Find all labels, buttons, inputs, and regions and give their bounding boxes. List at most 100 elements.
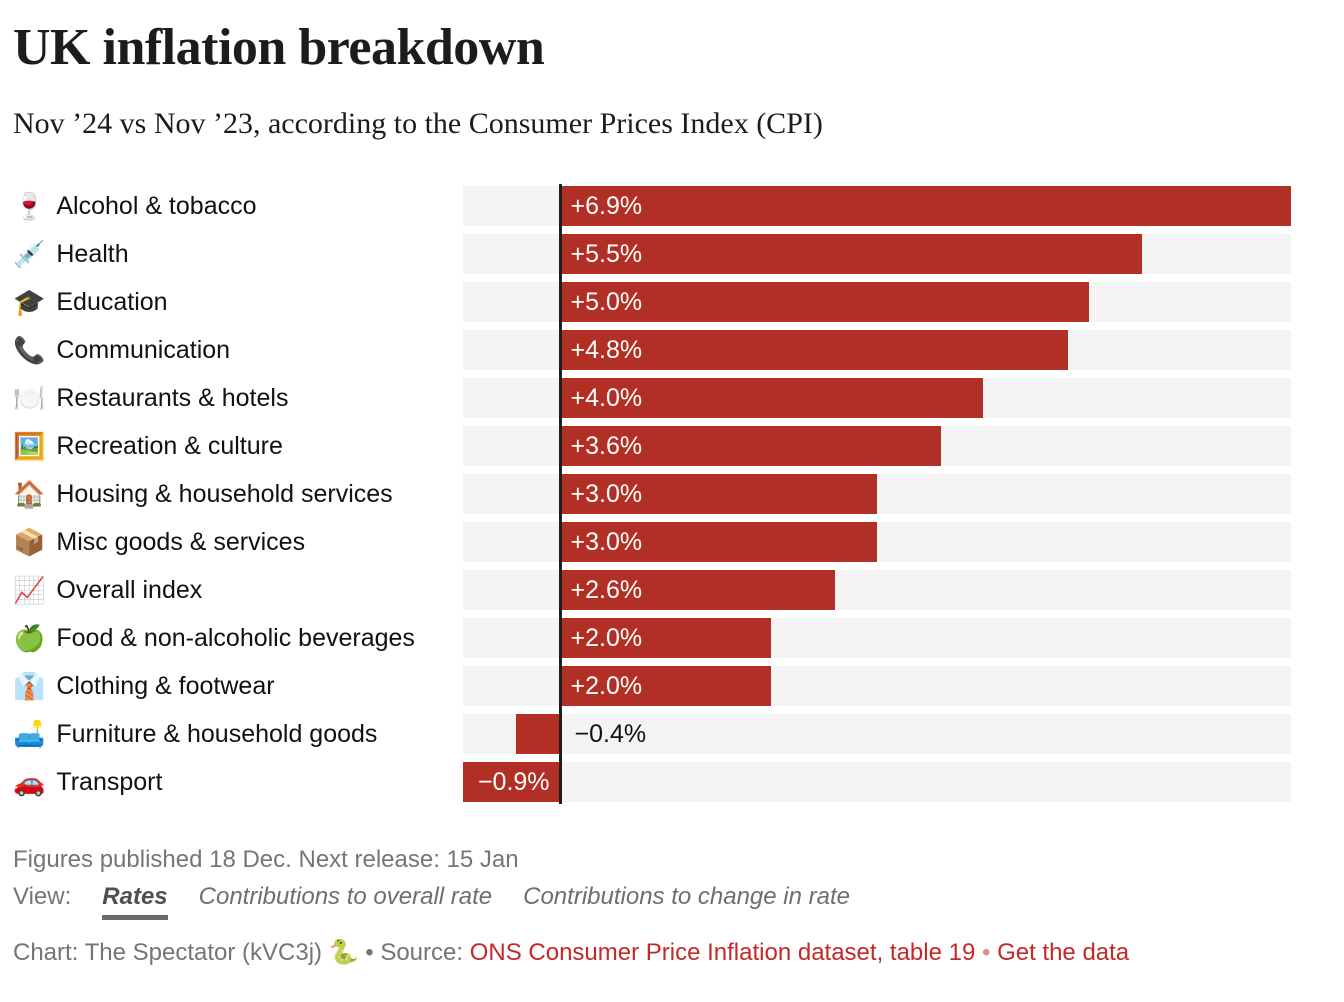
view-tab-rates[interactable]: Rates <box>102 883 168 921</box>
category-label: 🚗 Transport <box>13 767 463 798</box>
source-label: Source: <box>380 939 464 967</box>
snake-icon: 🐍 <box>328 939 359 967</box>
category-name: Alcohol & tobacco <box>56 191 257 220</box>
bar: +2.6% <box>558 570 835 611</box>
bar: +6.9% <box>558 186 1291 227</box>
category-icon: 🍏 <box>13 622 46 653</box>
category-name: Recreation & culture <box>56 431 283 460</box>
bar-track: +4.0% <box>463 378 1291 419</box>
category-row: 🛋️ Furniture & household goods −0.4% <box>13 714 1291 755</box>
category-icon: 📞 <box>13 334 46 365</box>
category-row: 🚗 Transport −0.9% <box>13 762 1291 803</box>
view-switcher: View: Rates Contributions to overall rat… <box>13 883 1291 921</box>
bar-chart-rows: 🍷 Alcohol & tobacco +6.9% 💉 Health +5.5% <box>13 186 1291 803</box>
category-name: Housing & household services <box>56 479 393 508</box>
bar: +2.0% <box>558 666 771 707</box>
view-tab-contributions-overall[interactable]: Contributions to overall rate <box>198 883 493 911</box>
category-icon: 🍽️ <box>13 382 46 413</box>
category-row: 💉 Health +5.5% <box>13 234 1291 275</box>
category-icon: 📈 <box>13 574 46 605</box>
bar: +3.6% <box>558 426 941 467</box>
category-label: 🏠 Housing & household services <box>13 479 463 510</box>
bar-value-label: −0.9% <box>477 767 550 796</box>
bar-value-label: +5.5% <box>570 239 643 268</box>
category-icon: 🍷 <box>13 190 46 221</box>
credit-line: Chart: The Spectator (kVC3j) 🐍 • Source:… <box>13 938 1291 967</box>
bar-track: +3.0% <box>463 474 1291 515</box>
category-label: 🎓 Education <box>13 287 463 318</box>
category-label: 🛋️ Furniture & household goods <box>13 719 463 750</box>
zero-axis-line <box>558 184 562 805</box>
bar-value-label: +2.0% <box>570 671 643 700</box>
bar: +3.0% <box>558 474 877 515</box>
category-name: Education <box>56 287 168 316</box>
category-row: 🖼️ Recreation & culture +3.6% <box>13 426 1291 467</box>
bar-value-label: +2.0% <box>570 623 643 652</box>
bar-chart: 🍷 Alcohol & tobacco +6.9% 💉 Health +5.5% <box>13 184 1291 805</box>
bar-track: −0.9% <box>463 762 1291 803</box>
separator-dot-2: • <box>981 939 991 967</box>
category-label: 📦 Misc goods & services <box>13 527 463 558</box>
bar <box>516 714 559 755</box>
category-label: 🍽️ Restaurants & hotels <box>13 383 463 414</box>
category-icon: 🛋️ <box>13 718 46 749</box>
bar: +4.0% <box>558 378 984 419</box>
category-row: 🍷 Alcohol & tobacco +6.9% <box>13 186 1291 227</box>
category-row: 📞 Communication +4.8% <box>13 330 1291 371</box>
bar: +4.8% <box>558 330 1069 371</box>
separator-dot: • <box>365 939 374 967</box>
category-label: 🍷 Alcohol & tobacco <box>13 191 463 222</box>
category-row: 📦 Misc goods & services +3.0% <box>13 522 1291 563</box>
bar-track: +4.8% <box>463 330 1291 371</box>
bar-value-label: +4.0% <box>570 383 643 412</box>
category-row: 👔 Clothing & footwear +2.0% <box>13 666 1291 707</box>
bar-value-label: +2.6% <box>570 575 643 604</box>
category-row: 🏠 Housing & household services +3.0% <box>13 474 1291 515</box>
bar-value-label: +5.0% <box>570 287 643 316</box>
category-name: Transport <box>56 767 163 796</box>
category-name: Food & non-alcoholic beverages <box>56 623 415 652</box>
category-icon: 🖼️ <box>13 430 46 461</box>
bar: +2.0% <box>558 618 771 659</box>
category-icon: 👔 <box>13 670 46 701</box>
bar-value-label: +3.0% <box>570 479 643 508</box>
chart-credit: Chart: The Spectator (kVC3j) <box>13 939 323 967</box>
page-title: UK inflation breakdown <box>13 19 545 76</box>
category-name: Furniture & household goods <box>56 719 378 748</box>
bar-value-label: +3.0% <box>570 527 643 556</box>
bar-value-label: −0.4% <box>574 720 647 749</box>
category-label: 📈 Overall index <box>13 575 463 606</box>
category-name: Clothing & footwear <box>56 671 275 700</box>
bar-value-label: +4.8% <box>570 335 643 364</box>
bar-value-label: +3.6% <box>570 431 643 460</box>
bar-track: +2.6% <box>463 570 1291 611</box>
category-icon: 🏠 <box>13 478 46 509</box>
release-note: Figures published 18 Dec. Next release: … <box>13 846 519 874</box>
category-label: 🖼️ Recreation & culture <box>13 431 463 462</box>
category-icon: 🚗 <box>13 766 46 797</box>
category-icon: 🎓 <box>13 286 46 317</box>
bar-track: +3.6% <box>463 426 1291 467</box>
category-name: Misc goods & services <box>56 527 306 556</box>
bar: +3.0% <box>558 522 877 563</box>
bar-track: +5.0% <box>463 282 1291 323</box>
category-icon: 💉 <box>13 238 46 269</box>
category-name: Communication <box>56 335 231 364</box>
chart-subtitle: Nov ’24 vs Nov ’23, according to the Con… <box>13 107 823 141</box>
category-label: 📞 Communication <box>13 335 463 366</box>
category-label: 💉 Health <box>13 239 463 270</box>
category-name: Restaurants & hotels <box>56 383 289 412</box>
bar: +5.0% <box>558 282 1090 323</box>
category-row: 🍏 Food & non-alcoholic beverages +2.0% <box>13 618 1291 659</box>
category-row: 🍽️ Restaurants & hotels +4.0% <box>13 378 1291 419</box>
source-link[interactable]: ONS Consumer Price Inflation dataset, ta… <box>469 939 976 967</box>
bar: +5.5% <box>558 234 1143 275</box>
bar-track: +2.0% <box>463 618 1291 659</box>
bar-value-label: +6.9% <box>570 191 643 220</box>
category-name: Overall index <box>56 575 203 604</box>
bar-track: −0.4% <box>463 714 1291 755</box>
get-data-link[interactable]: Get the data <box>997 939 1130 967</box>
bar-track: +5.5% <box>463 234 1291 275</box>
view-tab-contributions-change[interactable]: Contributions to change in rate <box>523 883 850 911</box>
